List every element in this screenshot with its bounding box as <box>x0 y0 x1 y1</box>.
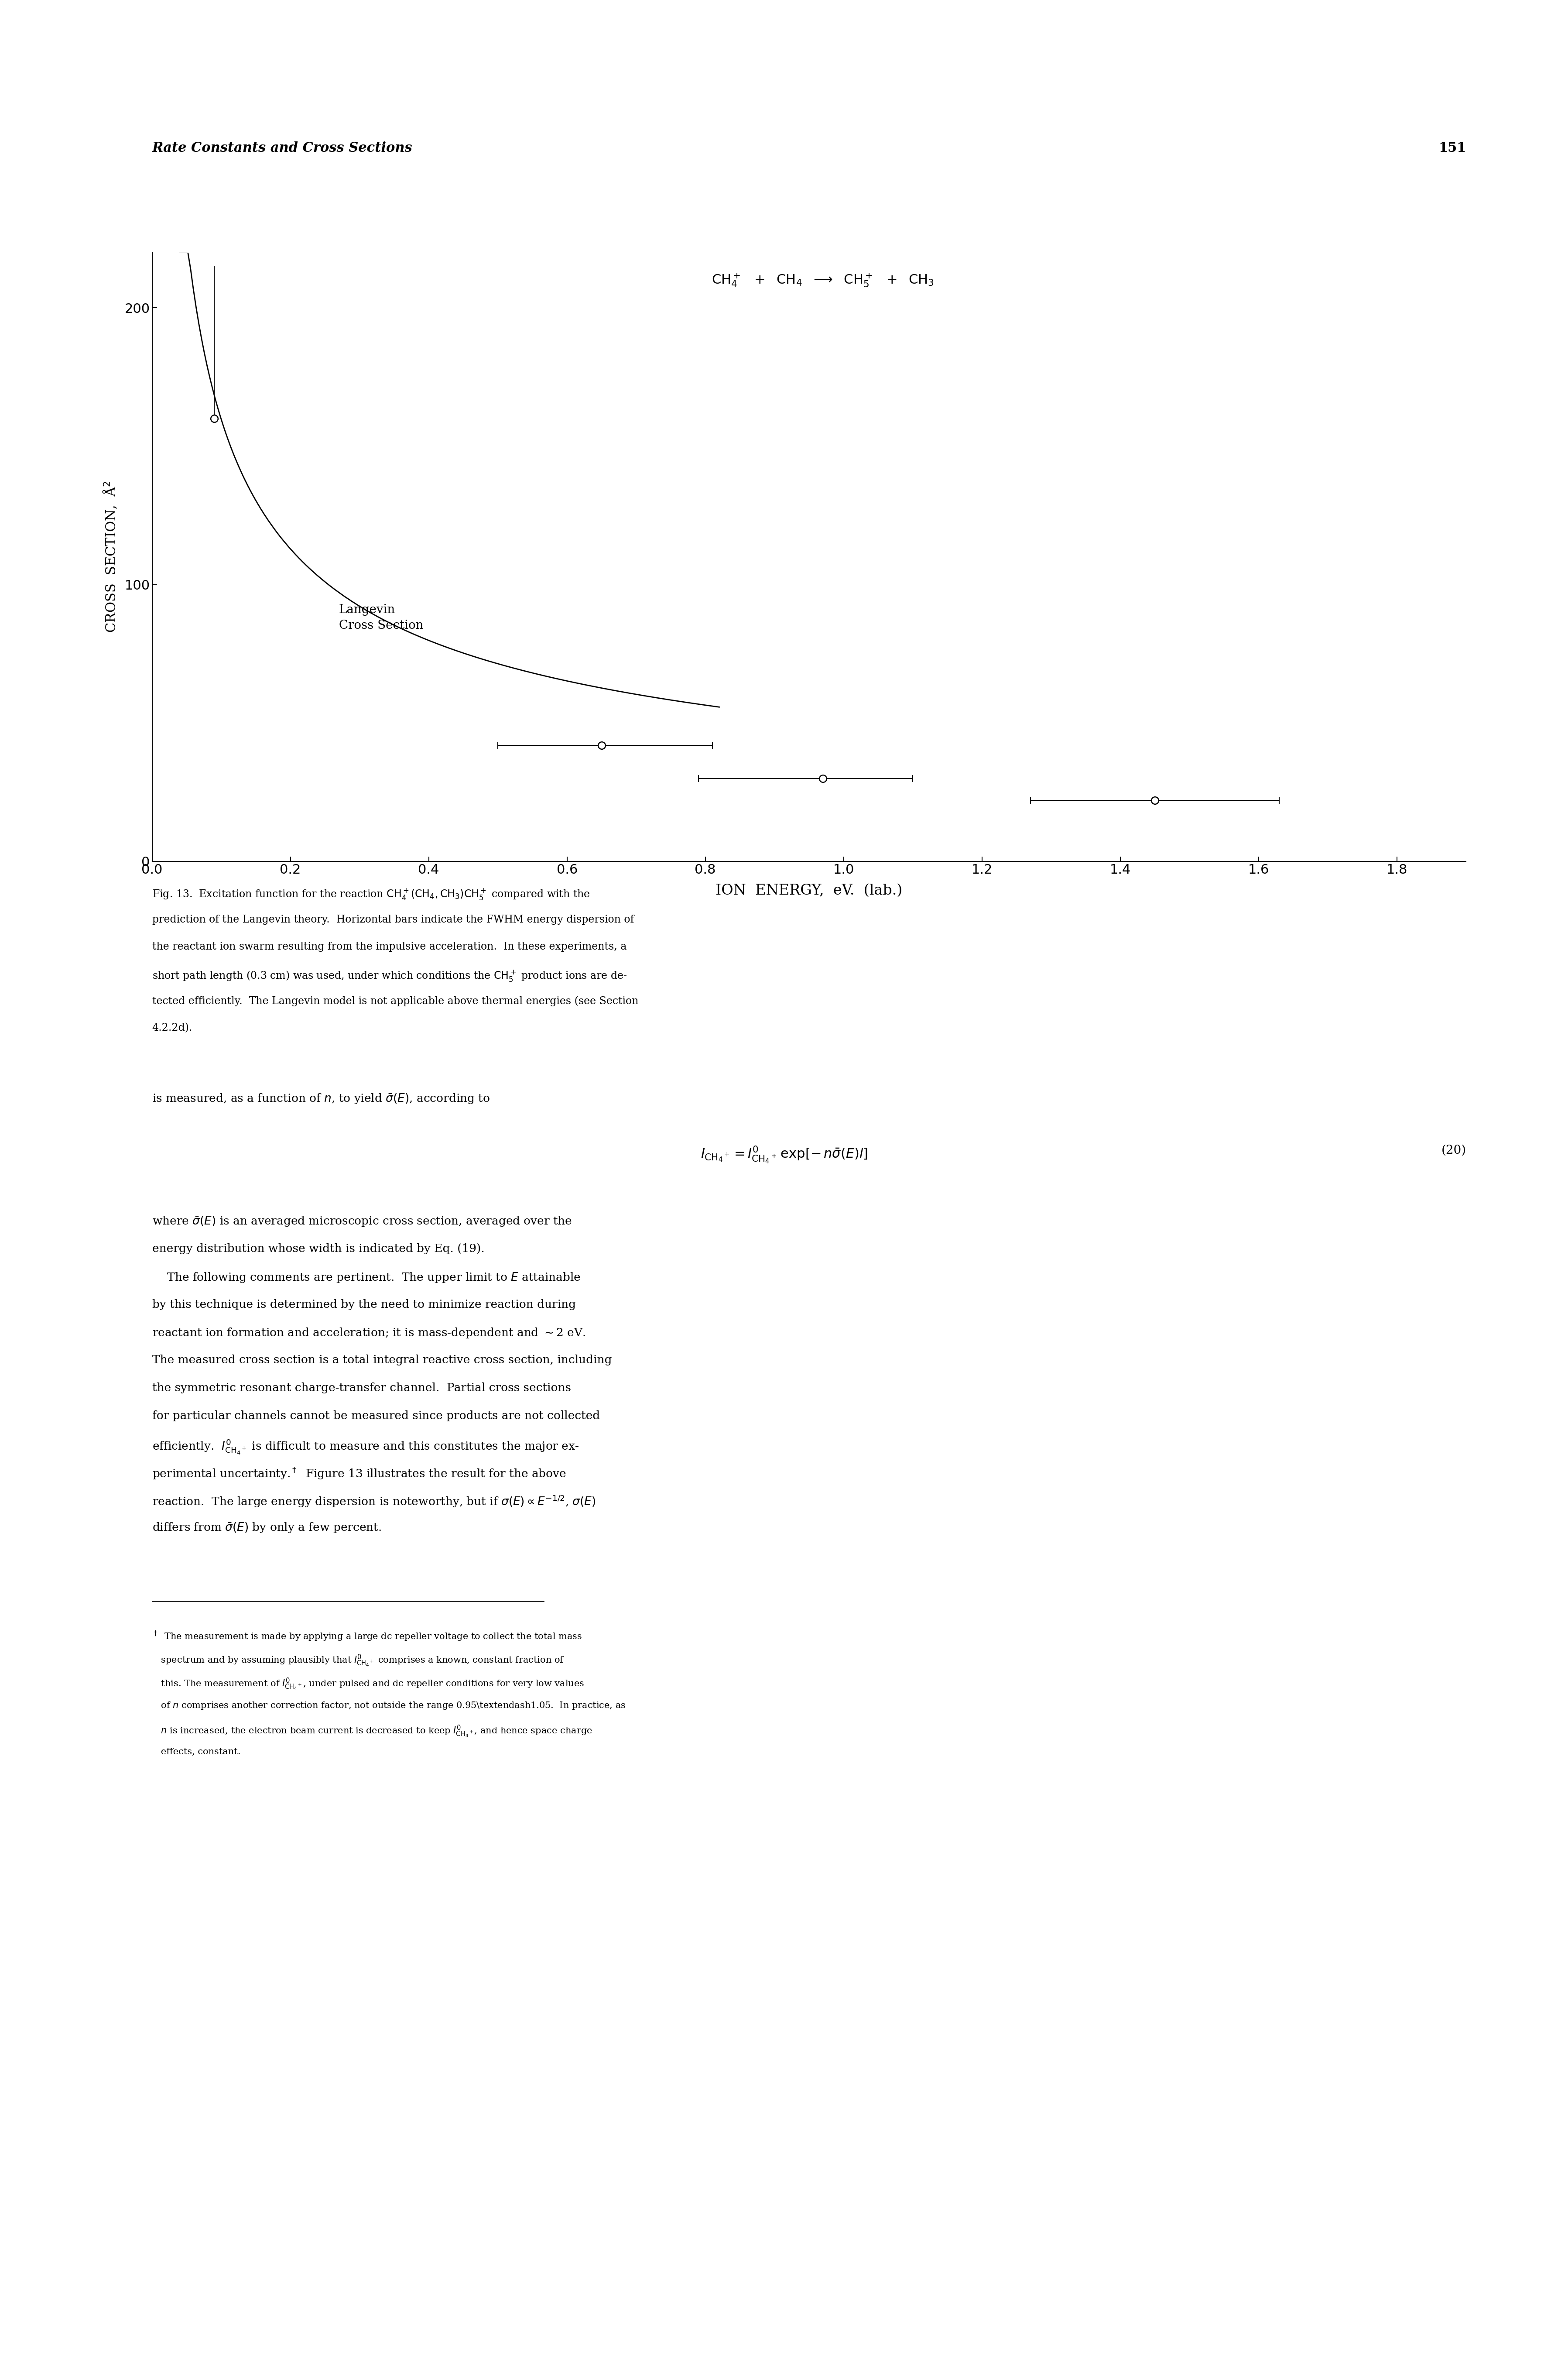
Text: The following comments are pertinent.  The upper limit to $E$ attainable: The following comments are pertinent. Th… <box>152 1272 580 1284</box>
Text: efficiently.  $I^0_{\mathrm{CH_4}^+}$ is difficult to measure and this constitut: efficiently. $I^0_{\mathrm{CH_4}^+}$ is … <box>152 1437 579 1456</box>
Text: energy distribution whose width is indicated by Eq. (19).: energy distribution whose width is indic… <box>152 1244 485 1253</box>
Text: differs from $\bar{\sigma}(E)$ by only a few percent.: differs from $\bar{\sigma}(E)$ by only a… <box>152 1522 381 1534</box>
Text: effects, constant.: effects, constant. <box>152 1749 240 1756</box>
Text: (20): (20) <box>1441 1145 1466 1156</box>
Text: this. The measurement of $I^0_{\mathrm{CH_4}^+}$, under pulsed and dc repeller c: this. The measurement of $I^0_{\mathrm{C… <box>152 1678 585 1692</box>
Text: where $\bar{\sigma}(E)$ is an averaged microscopic cross section, averaged over : where $\bar{\sigma}(E)$ is an averaged m… <box>152 1215 572 1227</box>
Text: the reactant ion swarm resulting from the impulsive acceleration.  In these expe: the reactant ion swarm resulting from th… <box>152 942 627 951</box>
X-axis label: ION  ENERGY,  eV.  (lab.): ION ENERGY, eV. (lab.) <box>715 883 903 897</box>
Text: spectrum and by assuming plausibly that $I^0_{\mathrm{CH_4}^+}$ comprises a know: spectrum and by assuming plausibly that … <box>152 1654 564 1669</box>
Text: $^\dagger$  The measurement is made by applying a large dc repeller voltage to c: $^\dagger$ The measurement is made by ap… <box>152 1631 582 1643</box>
Text: The measured cross section is a total integral reactive cross section, including: The measured cross section is a total in… <box>152 1355 612 1366</box>
Text: is measured, as a function of $n$, to yield $\bar{\sigma}(E)$, according to: is measured, as a function of $n$, to yi… <box>152 1093 489 1104</box>
Text: 4.2.2d).: 4.2.2d). <box>152 1024 193 1034</box>
Text: of $n$ comprises another correction factor, not outside the range 0.95\textendas: of $n$ comprises another correction fact… <box>152 1702 626 1711</box>
Text: short path length (0.3 cm) was used, under which conditions the $\mathrm{CH_5^+}: short path length (0.3 cm) was used, und… <box>152 968 627 982</box>
Text: reactant ion formation and acceleration; it is mass-dependent and $\sim$2 eV.: reactant ion formation and acceleration;… <box>152 1326 585 1340</box>
Y-axis label: CROSS  SECTION,  Å$^2$: CROSS SECTION, Å$^2$ <box>102 481 119 632</box>
Text: Langevin
Cross Section: Langevin Cross Section <box>339 604 423 630</box>
Text: the symmetric resonant charge-transfer channel.  Partial cross sections: the symmetric resonant charge-transfer c… <box>152 1383 571 1392</box>
Text: prediction of the Langevin theory.  Horizontal bars indicate the FWHM energy dis: prediction of the Langevin theory. Horiz… <box>152 913 633 925</box>
Text: tected efficiently.  The Langevin model is not applicable above thermal energies: tected efficiently. The Langevin model i… <box>152 996 638 1005</box>
Text: for particular channels cannot be measured since products are not collected: for particular channels cannot be measur… <box>152 1411 601 1421</box>
Text: $\mathrm{CH_4^+\ \ +\ \ CH_4\ \ \longrightarrow\ \ CH_5^+\ \ +\ \ CH_3}$: $\mathrm{CH_4^+\ \ +\ \ CH_4\ \ \longrig… <box>712 271 935 288</box>
Text: $n$ is increased, the electron beam current is decreased to keep $I^0_{\mathrm{C: $n$ is increased, the electron beam curr… <box>152 1725 593 1739</box>
Text: Rate Constants and Cross Sections: Rate Constants and Cross Sections <box>152 142 412 156</box>
Text: by this technique is determined by the need to minimize reaction during: by this technique is determined by the n… <box>152 1298 575 1310</box>
Text: $I_{\mathrm{CH_4}^+} = I^0_{\mathrm{CH_4}^+}\,\exp[-\, n\bar{\sigma}(E)l]$: $I_{\mathrm{CH_4}^+} = I^0_{\mathrm{CH_4… <box>701 1145 867 1163</box>
Text: perimental uncertainty.$^\dagger$  Figure 13 illustrates the result for the abov: perimental uncertainty.$^\dagger$ Figure… <box>152 1466 566 1480</box>
Text: Fig. 13.  Excitation function for the reaction $\mathrm{CH_4^+(CH_4,CH_3)CH_5^+}: Fig. 13. Excitation function for the rea… <box>152 887 590 902</box>
Text: reaction.  The large energy dispersion is noteworthy, but if $\sigma(E) \propto : reaction. The large energy dispersion is… <box>152 1494 596 1508</box>
Text: 151: 151 <box>1438 142 1466 156</box>
